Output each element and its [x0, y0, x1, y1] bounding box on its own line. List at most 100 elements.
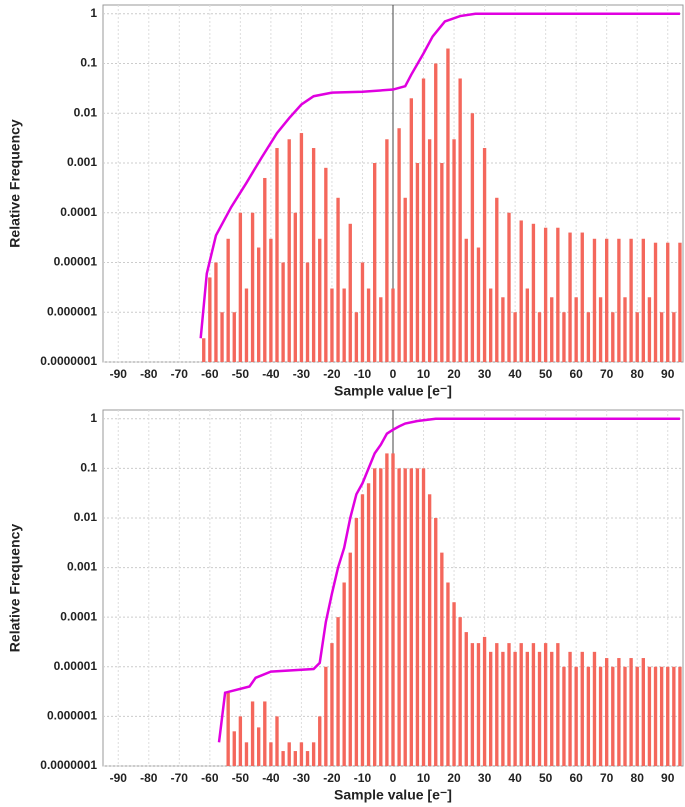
bar — [299, 133, 304, 362]
x-tick-label: -20 — [323, 771, 341, 785]
bar — [531, 643, 536, 766]
bar — [232, 731, 236, 766]
bar — [489, 651, 493, 766]
bar — [269, 238, 273, 362]
bar — [342, 288, 346, 362]
bar — [263, 701, 267, 766]
y-axis-label: Relative Frequency — [7, 524, 23, 653]
bar — [537, 651, 542, 766]
bar — [385, 139, 389, 362]
bar — [379, 468, 383, 766]
bar — [635, 666, 639, 766]
cumulative-line — [217, 417, 680, 743]
bar — [263, 177, 267, 362]
bar — [495, 643, 499, 766]
bar — [605, 238, 609, 362]
bar — [238, 212, 243, 362]
bar — [476, 247, 481, 362]
bar — [482, 636, 487, 766]
bar — [617, 238, 621, 362]
x-tick-label: 50 — [539, 771, 553, 785]
x-tick-label: 90 — [661, 771, 675, 785]
x-axis-label: Sample value [e⁻] — [334, 383, 452, 399]
bar — [257, 727, 261, 766]
bar — [318, 716, 322, 766]
bar — [391, 288, 395, 362]
x-tick-label: 40 — [508, 367, 522, 381]
y-tick-label: 0.000001 — [47, 709, 97, 723]
bar — [366, 288, 371, 362]
bar — [623, 666, 627, 766]
bar — [525, 651, 529, 766]
bar — [427, 494, 432, 766]
x-tick-label: 90 — [661, 367, 675, 381]
bar — [507, 212, 511, 362]
bar — [574, 666, 578, 766]
bar — [305, 262, 310, 362]
bar — [513, 651, 517, 766]
bar — [653, 242, 658, 362]
y-tick-label: 0.0000001 — [40, 758, 97, 772]
y-tick-label: 0.1 — [80, 461, 97, 475]
bar — [574, 297, 578, 362]
bar — [641, 658, 645, 766]
bar — [666, 242, 670, 362]
bar — [275, 716, 279, 766]
bar — [226, 238, 230, 362]
bar — [550, 297, 554, 362]
bar — [647, 297, 652, 362]
y-tick-label: 1 — [90, 411, 97, 425]
chart-panel: 0.0000001 0.000001 0.00001 0.0001 0.001 0.01 0… — [7, 4, 684, 399]
bar — [257, 247, 261, 362]
bar — [525, 288, 529, 362]
bar — [562, 312, 566, 362]
y-tick-label: 0.00001 — [54, 255, 98, 269]
bar — [531, 223, 536, 362]
x-tick-label: -30 — [293, 367, 311, 381]
bar — [421, 468, 426, 766]
bar — [446, 48, 450, 362]
bar — [293, 751, 297, 766]
chart-panel: 0.0000001 0.000001 0.00001 0.0001 0.001 0.01 0… — [7, 409, 684, 803]
bar — [440, 552, 444, 766]
bar — [202, 338, 206, 362]
bar — [379, 297, 383, 362]
bar — [415, 468, 420, 766]
bar — [220, 312, 224, 362]
x-tick-label: 60 — [569, 367, 583, 381]
bar — [360, 494, 365, 766]
bar — [311, 148, 316, 362]
y-tick-label: 0.000001 — [47, 304, 97, 318]
bar — [342, 582, 346, 766]
bar — [330, 643, 334, 766]
x-tick-label: 10 — [417, 367, 431, 381]
x-tick-label: -90 — [110, 367, 128, 381]
bar — [672, 666, 676, 766]
y-tick-label: 0.001 — [67, 560, 97, 574]
y-tick-label: 0.1 — [80, 56, 97, 70]
bar — [250, 701, 255, 766]
bar — [592, 651, 597, 766]
bar — [397, 468, 401, 766]
bar — [568, 232, 572, 362]
bar — [629, 658, 633, 766]
bar — [373, 468, 377, 766]
bar — [611, 666, 615, 766]
bar — [458, 617, 462, 766]
bar — [452, 602, 456, 766]
bar — [226, 692, 230, 766]
bar — [629, 238, 633, 362]
x-tick-label: -80 — [140, 367, 158, 381]
bar — [318, 238, 322, 362]
y-tick-label: 1 — [90, 6, 97, 20]
x-tick-label: -40 — [262, 771, 280, 785]
bar — [385, 453, 389, 766]
bar — [556, 227, 560, 362]
x-tick-label: 10 — [417, 771, 431, 785]
bar — [464, 632, 468, 766]
bar — [330, 288, 334, 362]
bar — [397, 128, 401, 362]
bar — [470, 643, 475, 766]
bar — [495, 197, 499, 362]
bar — [269, 742, 273, 766]
